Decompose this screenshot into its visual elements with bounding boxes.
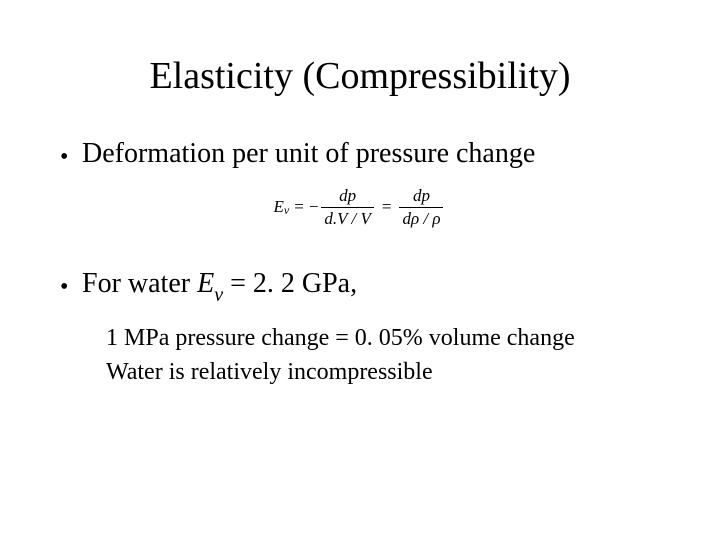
b2-var: E	[197, 268, 214, 299]
bullet-2-text: For water Ev = 2. 2 GPa,	[82, 268, 357, 305]
slide-title: Elasticity (Compressibility)	[50, 54, 670, 98]
sub-lines: 1 MPa pressure change = 0. 05% volume ch…	[106, 321, 670, 391]
eq-frac-1: dp d.V / V	[321, 186, 373, 228]
eq-neg: −	[309, 197, 319, 217]
bullet-1: • Deformation per unit of pressure chang…	[50, 138, 670, 170]
bullet-1-text: Deformation per unit of pressure change	[82, 138, 535, 170]
bullet-2: • For water Ev = 2. 2 GPa,	[50, 268, 670, 305]
bullet-dot-2: •	[60, 275, 82, 299]
sub-line-2: Water is relatively incompressible	[106, 355, 670, 390]
eq-equals-1: =	[294, 197, 304, 217]
eq-frac1-num: dp	[336, 186, 359, 206]
eq-frac1-den: d.V / V	[321, 209, 373, 229]
eq-frac2-num: dp	[410, 186, 433, 206]
eq-lhs-sub: v	[284, 203, 289, 218]
b2-rest: = 2. 2 GPa,	[223, 268, 357, 299]
sub-line-1: 1 MPa pressure change = 0. 05% volume ch…	[106, 321, 670, 356]
eq-lhs-var: E	[274, 197, 284, 217]
eq-equals-2: =	[382, 197, 392, 217]
bullet-dot: •	[60, 145, 82, 169]
eq-frac2-den: dρ / ρ	[399, 209, 443, 229]
b2-prefix: For water	[82, 268, 197, 299]
equation: Ev = − dp d.V / V = dp dρ / ρ	[50, 186, 670, 234]
eq-frac-2: dp dρ / ρ	[399, 186, 443, 228]
slide: Elasticity (Compressibility) • Deformati…	[0, 0, 720, 390]
b2-sub: v	[214, 284, 223, 306]
